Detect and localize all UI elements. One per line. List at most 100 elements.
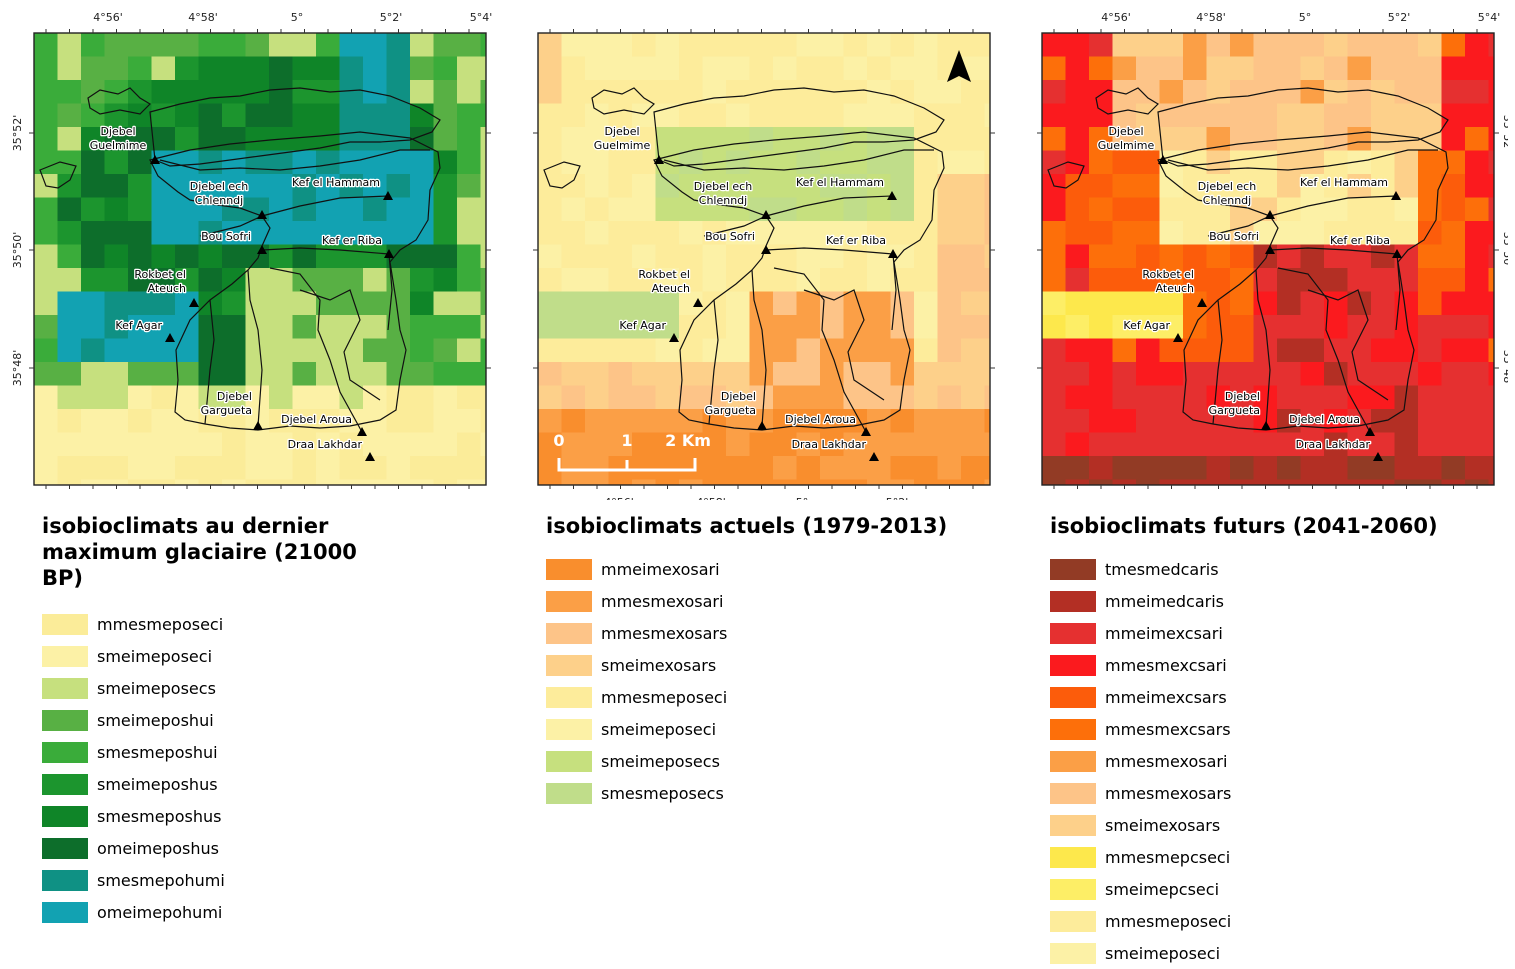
raster-cell — [796, 197, 821, 222]
raster-cell — [175, 409, 200, 434]
raster-cell — [702, 456, 727, 481]
site-label: Draa Lakhdar — [1296, 438, 1371, 451]
raster-cell — [1277, 221, 1302, 246]
boundary-line — [1167, 149, 1438, 171]
raster-cell — [608, 432, 633, 457]
raster-cell — [820, 127, 845, 152]
raster-cell — [1159, 127, 1184, 152]
raster-cell — [632, 409, 657, 434]
raster-cell — [867, 33, 892, 58]
raster-cell — [632, 244, 657, 269]
raster-cell — [890, 456, 915, 481]
raster-cell — [104, 362, 129, 387]
raster-cell — [363, 80, 388, 105]
raster-cell — [57, 197, 82, 222]
raster-cell — [890, 103, 915, 128]
raster-cell — [984, 338, 990, 363]
raster-cell — [292, 338, 317, 363]
raster-cell — [914, 479, 939, 485]
boundary-line — [159, 149, 430, 171]
raster-cell — [585, 291, 610, 316]
raster-cell — [984, 150, 990, 175]
raster-cell — [457, 432, 482, 457]
raster-cell — [655, 362, 680, 387]
legend-swatch — [546, 654, 592, 676]
raster-cell — [292, 174, 317, 199]
raster-cell — [104, 103, 129, 128]
raster-cell — [198, 80, 223, 105]
raster-cell — [104, 221, 129, 246]
raster-cell — [1112, 197, 1137, 222]
raster-cell — [843, 127, 868, 152]
raster-cell — [480, 56, 486, 81]
raster-cell — [175, 80, 200, 105]
raster-cell — [867, 244, 892, 269]
raster-cell — [480, 479, 486, 485]
raster-cell — [1183, 56, 1208, 81]
site-label: Rokbet el — [638, 268, 690, 281]
raster-cell — [1324, 385, 1349, 410]
raster-cell — [1371, 338, 1396, 363]
raster-cell — [386, 174, 411, 199]
raster-cell — [655, 103, 680, 128]
raster-cell — [245, 150, 270, 175]
raster-cell — [937, 409, 962, 434]
raster-cell — [843, 33, 868, 58]
raster-cell — [1136, 291, 1161, 316]
raster-cell — [1065, 127, 1090, 152]
boundary-line — [653, 87, 945, 167]
raster-cell — [316, 127, 341, 152]
raster-cell — [339, 456, 364, 481]
raster-cell — [538, 291, 563, 316]
raster-cell — [480, 268, 486, 293]
legend-label: mmesmeposeci — [1105, 911, 1232, 931]
raster-cell — [867, 197, 892, 222]
raster-cell — [843, 56, 868, 81]
tick-label-top: 5°2' — [380, 11, 403, 24]
raster-cell — [410, 338, 435, 363]
raster-cell — [1394, 103, 1419, 128]
summit-marker-icon — [669, 333, 679, 342]
boundary-lines — [543, 87, 945, 433]
raster-cell — [1136, 221, 1161, 246]
raster-cell — [104, 315, 129, 340]
raster-cell — [1230, 385, 1255, 410]
raster-cell — [914, 338, 939, 363]
raster-cell — [1089, 80, 1114, 105]
legend-label: smeimeposeci — [1105, 943, 1221, 963]
raster-cell — [585, 127, 610, 152]
raster-cell — [1347, 80, 1372, 105]
legend-swatch — [42, 773, 88, 795]
site-label: Djebel — [604, 125, 639, 138]
scale-bar-line — [557, 458, 697, 472]
raster-cell — [480, 291, 486, 316]
legend-label: tmesmedcaris — [1105, 559, 1219, 579]
raster-cell — [245, 103, 270, 128]
legend-item: mmesmexcsari — [1050, 649, 1231, 681]
raster-cell — [655, 174, 680, 199]
raster-cell — [222, 385, 247, 410]
legend-item: mmesmeposeci — [1050, 905, 1231, 937]
raster-cell — [1112, 338, 1137, 363]
raster-cell — [890, 127, 915, 152]
raster-cell — [1300, 103, 1325, 128]
raster-cell — [245, 456, 270, 481]
raster-cell — [1324, 197, 1349, 222]
raster-cell — [820, 479, 845, 485]
raster-cell — [104, 197, 129, 222]
raster-cell — [175, 127, 200, 152]
raster-cell — [34, 338, 59, 363]
raster-cell — [961, 80, 986, 105]
raster-cell — [1441, 80, 1466, 105]
raster-cell — [937, 291, 962, 316]
raster-cell — [245, 174, 270, 199]
raster-cell — [269, 80, 294, 105]
raster-cell — [339, 56, 364, 81]
raster-cell — [128, 80, 153, 105]
raster-cell — [1089, 103, 1114, 128]
raster-cell — [1394, 432, 1419, 457]
raster-cell — [363, 103, 388, 128]
boundary-line — [1047, 161, 1085, 189]
legend-item: mmesmexosari — [1050, 745, 1231, 777]
